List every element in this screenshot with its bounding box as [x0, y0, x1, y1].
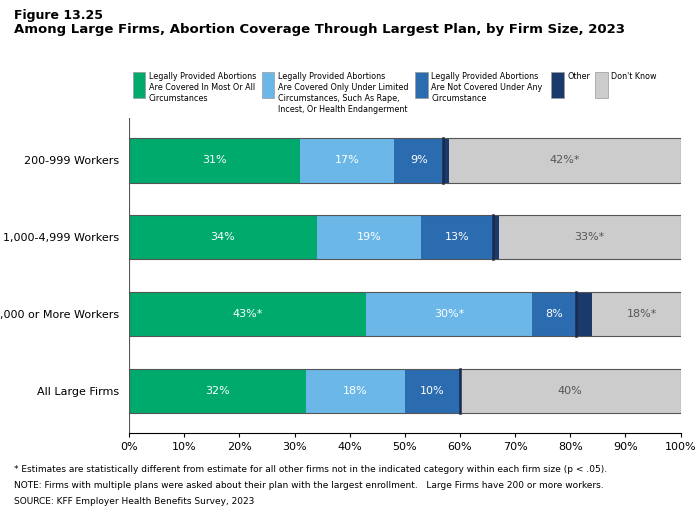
Bar — [460, 369, 681, 413]
Text: Legally Provided Abortions
Are Covered Only Under Limited
Circumstances, Such As: Legally Provided Abortions Are Covered O… — [278, 72, 408, 114]
Bar — [449, 138, 681, 183]
Bar — [129, 369, 681, 413]
Bar — [498, 215, 681, 259]
Bar — [306, 369, 405, 413]
Bar — [129, 215, 681, 259]
Text: 10%: 10% — [420, 386, 445, 396]
Bar — [129, 369, 306, 413]
Text: * Estimates are statistically different from estimate for all other firms not in: * Estimates are statistically different … — [14, 465, 607, 474]
Bar — [129, 138, 300, 183]
Bar — [129, 215, 317, 259]
Bar — [532, 292, 576, 337]
Bar — [593, 292, 692, 337]
Text: 33%*: 33%* — [574, 232, 604, 242]
Text: Other: Other — [567, 72, 591, 81]
Text: 43%*: 43%* — [232, 309, 263, 319]
Bar — [300, 138, 394, 183]
Bar — [317, 215, 422, 259]
Text: 34%: 34% — [211, 232, 235, 242]
Text: 42%*: 42%* — [549, 155, 580, 165]
Bar — [129, 292, 681, 337]
Text: 18%*: 18%* — [627, 309, 657, 319]
Text: 31%: 31% — [202, 155, 227, 165]
Text: Figure 13.25: Figure 13.25 — [14, 9, 103, 23]
Text: Don't Know: Don't Know — [611, 72, 657, 81]
Text: 32%: 32% — [205, 386, 230, 396]
Text: 40%: 40% — [558, 386, 583, 396]
Bar — [129, 138, 681, 183]
Bar — [366, 292, 532, 337]
Text: 13%: 13% — [445, 232, 470, 242]
Text: SOURCE: KFF Employer Health Benefits Survey, 2023: SOURCE: KFF Employer Health Benefits Sur… — [14, 497, 254, 506]
Text: 30%*: 30%* — [434, 309, 464, 319]
Text: Legally Provided Abortions
Are Covered In Most Or All
Circumstances: Legally Provided Abortions Are Covered I… — [149, 72, 256, 103]
Bar — [129, 292, 366, 337]
Text: 18%: 18% — [343, 386, 368, 396]
Text: 19%: 19% — [357, 232, 381, 242]
Text: 9%: 9% — [410, 155, 427, 165]
Bar — [394, 138, 443, 183]
Text: 17%: 17% — [334, 155, 359, 165]
Bar — [493, 215, 498, 259]
Text: Legally Provided Abortions
Are Not Covered Under Any
Circumstance: Legally Provided Abortions Are Not Cover… — [431, 72, 542, 103]
Bar — [422, 215, 493, 259]
Bar — [443, 138, 449, 183]
Bar — [576, 292, 593, 337]
Text: Among Large Firms, Abortion Coverage Through Largest Plan, by Firm Size, 2023: Among Large Firms, Abortion Coverage Thr… — [14, 23, 625, 36]
Bar — [405, 369, 460, 413]
Text: NOTE: Firms with multiple plans were asked about their plan with the largest enr: NOTE: Firms with multiple plans were ask… — [14, 481, 604, 490]
Text: 8%: 8% — [545, 309, 563, 319]
